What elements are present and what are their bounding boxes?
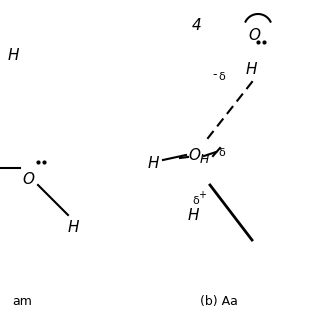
Text: +: + [198,190,206,200]
Text: O: O [22,172,34,187]
Text: -: - [212,68,217,81]
Text: H: H [148,156,159,171]
Text: H: H [246,62,258,77]
Text: δ: δ [218,72,225,82]
Text: H: H [200,153,209,166]
Text: (b) Aa: (b) Aa [200,295,238,308]
Text: H: H [188,208,199,223]
Text: δ: δ [192,196,199,206]
Text: δ: δ [218,148,225,158]
Text: am: am [12,295,32,308]
Text: H: H [8,48,20,63]
Text: 4: 4 [192,18,202,33]
Text: O: O [248,28,260,43]
Text: O: O [188,148,200,163]
Text: H: H [68,220,79,235]
